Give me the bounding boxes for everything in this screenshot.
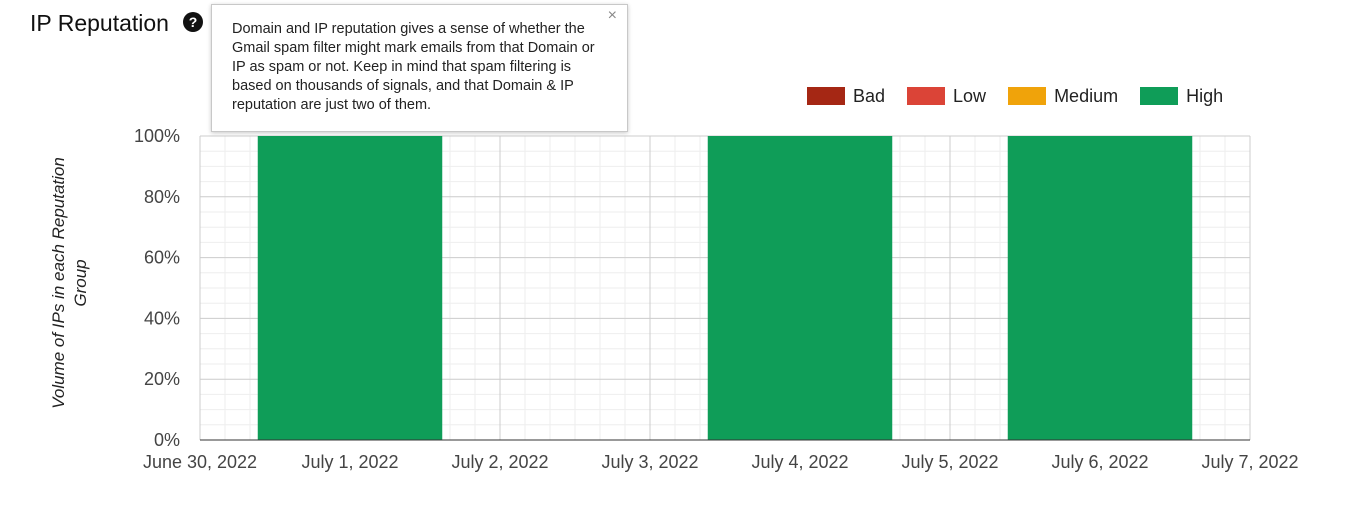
legend-item-bad[interactable]: Bad [807, 84, 885, 108]
y-tick-label: 20% [144, 369, 180, 389]
x-tick-label: July 6, 2022 [1051, 452, 1148, 472]
legend-swatch [907, 87, 946, 105]
y-tick-label: 60% [144, 248, 180, 268]
legend-swatch [1008, 87, 1047, 105]
x-tick-label: July 1, 2022 [301, 452, 398, 472]
legend-label: Medium [1054, 85, 1119, 106]
x-tick-label: July 5, 2022 [901, 452, 998, 472]
legend-swatch [1140, 87, 1179, 105]
legend-swatch [807, 87, 845, 105]
x-tick-label: June 30, 2022 [143, 452, 257, 472]
x-tick-label: July 3, 2022 [601, 452, 698, 472]
legend-item-high[interactable]: High [1140, 84, 1223, 108]
y-tick-label: 0% [154, 430, 180, 450]
y-tick-label: 40% [144, 308, 180, 328]
x-tick-label: July 4, 2022 [751, 452, 848, 472]
y-tick-label: 80% [144, 187, 180, 207]
legend-label: Bad [853, 85, 886, 106]
chart-legend: Bad Low Medium High [807, 84, 1245, 108]
x-tick-label: July 7, 2022 [1201, 452, 1298, 472]
bar-high [257, 136, 443, 440]
y-axis-title: Volume of IPs in each Reputation Group [49, 157, 90, 409]
info-tooltip: Domain and IP reputation gives a sense o… [211, 4, 628, 132]
y-tick-label: 100% [134, 126, 180, 146]
page-title: IP Reputation [30, 10, 169, 36]
legend-label: Low [953, 85, 987, 106]
close-icon[interactable]: × [607, 7, 617, 24]
question-circle-icon[interactable]: ? [183, 12, 203, 32]
x-tick-label: July 2, 2022 [451, 452, 548, 472]
legend-label: High [1186, 85, 1224, 106]
bar-high [707, 136, 893, 440]
bar-high [1007, 136, 1193, 440]
legend-item-medium[interactable]: Medium [1008, 84, 1118, 108]
tooltip-text: Domain and IP reputation gives a sense o… [232, 21, 595, 113]
legend-item-low[interactable]: Low [907, 84, 986, 108]
